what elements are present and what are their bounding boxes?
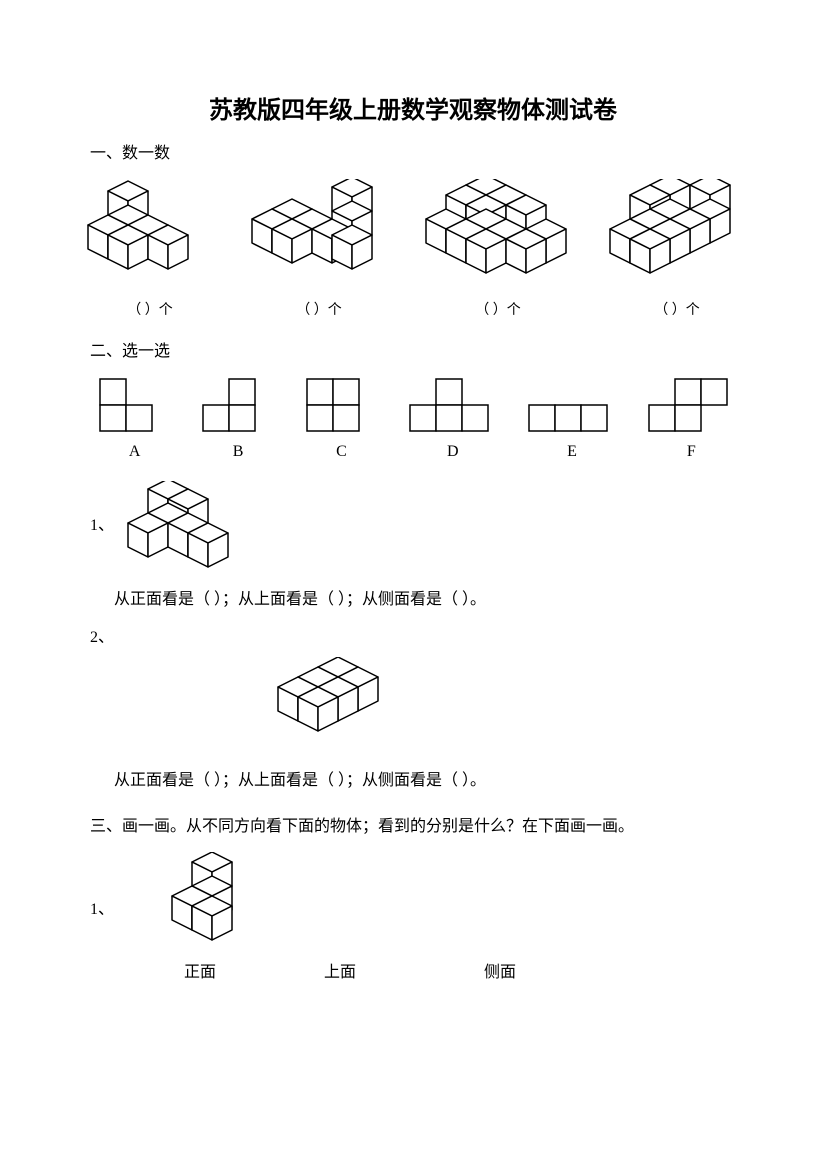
cube-stack-3-svg xyxy=(418,179,578,289)
cube-stack-1-svg xyxy=(80,179,220,289)
q1-row: 1、 xyxy=(90,481,736,571)
label-side: 侧面 xyxy=(420,958,580,982)
cube-stack-row: （ ）个 xyxy=(80,179,736,319)
option-B-svg xyxy=(201,377,274,433)
q3-cube-svg xyxy=(154,852,274,942)
view-labels: 正面 上面 侧面 xyxy=(140,958,736,982)
q2-fill: 从正面看是（ ）；从上面看是（ ）；从侧面看是（ ）。 xyxy=(114,766,736,790)
option-C-svg xyxy=(305,377,378,433)
q1-cube-svg xyxy=(120,481,260,571)
q2-cube-svg xyxy=(260,657,420,747)
q3-row: 1、 xyxy=(90,852,736,942)
flat-options-row xyxy=(98,377,736,433)
opt-A-label: A xyxy=(98,443,171,461)
option-F-svg xyxy=(647,377,736,433)
cube-stack-1: （ ）个 xyxy=(80,179,220,319)
label-front: 正面 xyxy=(140,958,260,982)
option-D-svg xyxy=(408,377,497,433)
section3-head: 三、画一画。从不同方向看下面的物体；看到的分别是什么？在下面画一画。 xyxy=(90,812,736,836)
cube-stack-4-svg xyxy=(602,179,752,289)
count-blank-2: （ ）个 xyxy=(296,299,342,319)
opt-B-label: B xyxy=(201,443,274,461)
flat-option-labels: A B C D E F xyxy=(98,443,736,461)
q1-number: 1、 xyxy=(90,511,114,535)
q2-cube-wrap xyxy=(260,657,736,752)
cube-stack-3: （ ）个 xyxy=(418,179,578,319)
cube-stack-2-svg xyxy=(244,179,394,289)
count-blank-4: （ ）个 xyxy=(654,299,700,319)
opt-D-label: D xyxy=(408,443,497,461)
count-blank-3: （ ）个 xyxy=(475,299,521,319)
label-top: 上面 xyxy=(260,958,420,982)
page-title: 苏教版四年级上册数学观察物体测试卷 xyxy=(90,90,736,125)
section1-head: 一、数一数 xyxy=(90,139,736,163)
cube-stack-4: （ ）个 xyxy=(602,179,752,319)
option-A-svg xyxy=(98,377,171,433)
opt-E-label: E xyxy=(527,443,616,461)
cube-stack-2: （ ）个 xyxy=(244,179,394,319)
q2-number: 2、 xyxy=(90,623,736,647)
count-blank-1: （ ）个 xyxy=(127,299,173,319)
q3-number: 1、 xyxy=(90,895,114,919)
page: 苏教版四年级上册数学观察物体测试卷 一、数一数 xyxy=(0,0,826,1169)
opt-F-label: F xyxy=(647,443,736,461)
opt-C-label: C xyxy=(305,443,378,461)
section2-head: 二、选一选 xyxy=(90,337,736,361)
option-E-svg xyxy=(527,377,616,433)
q1-fill: 从正面看是（ ）；从上面看是（ ）；从侧面看是（ ）。 xyxy=(114,585,736,609)
